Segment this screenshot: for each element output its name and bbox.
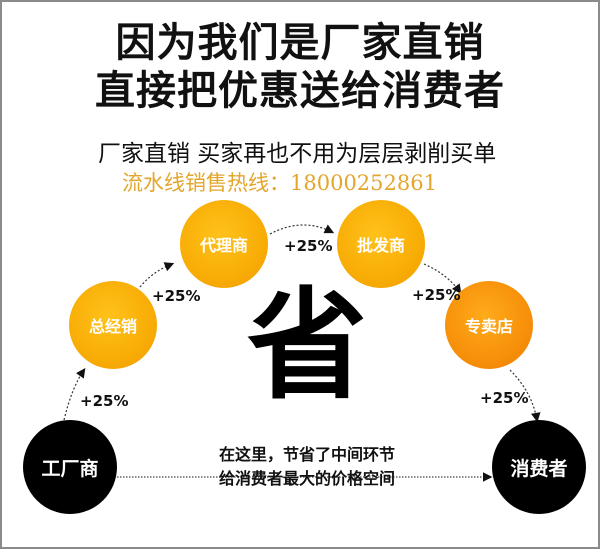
markup-label: +25% — [152, 287, 201, 305]
node-store: 专卖店 — [445, 281, 533, 369]
node-general-distributor: 总经销 — [69, 281, 157, 369]
arrow-factory-to-distributor — [63, 368, 86, 421]
node-consumer: 消费者 — [492, 420, 586, 514]
markup-label: +25% — [480, 389, 529, 407]
savings-note: 在这里，节省了中间环节 给消费者最大的价格空间 — [197, 443, 417, 491]
arrow-wholesaler-to-store — [423, 263, 462, 294]
arrow-agent-to-wholesaler — [269, 224, 335, 235]
markup-label: +25% — [284, 237, 333, 255]
arrow-store-to-consumer — [509, 369, 541, 423]
headline-line-1: 因为我们是厂家直销 — [115, 20, 485, 66]
savings-note-line-1: 在这里，节省了中间环节 — [218, 445, 395, 464]
save-character: 省 — [247, 277, 367, 416]
arrow-distributor-to-agent — [139, 262, 175, 288]
headline-line-2: 直接把优惠送给消费者 — [95, 68, 505, 114]
node-agent: 代理商 — [180, 200, 268, 288]
markup-label: +25% — [412, 286, 461, 304]
markup-label: +25% — [80, 392, 129, 410]
hotline: 流水线销售热线：18000252861 — [122, 171, 437, 195]
savings-note-line-2: 给消费者最大的价格空间 — [218, 469, 395, 488]
node-factory: 工厂商 — [23, 420, 117, 514]
node-wholesaler: 批发商 — [337, 200, 425, 288]
subtitle: 厂家直销 买家再也不用为层层剥削买单 — [98, 141, 497, 167]
